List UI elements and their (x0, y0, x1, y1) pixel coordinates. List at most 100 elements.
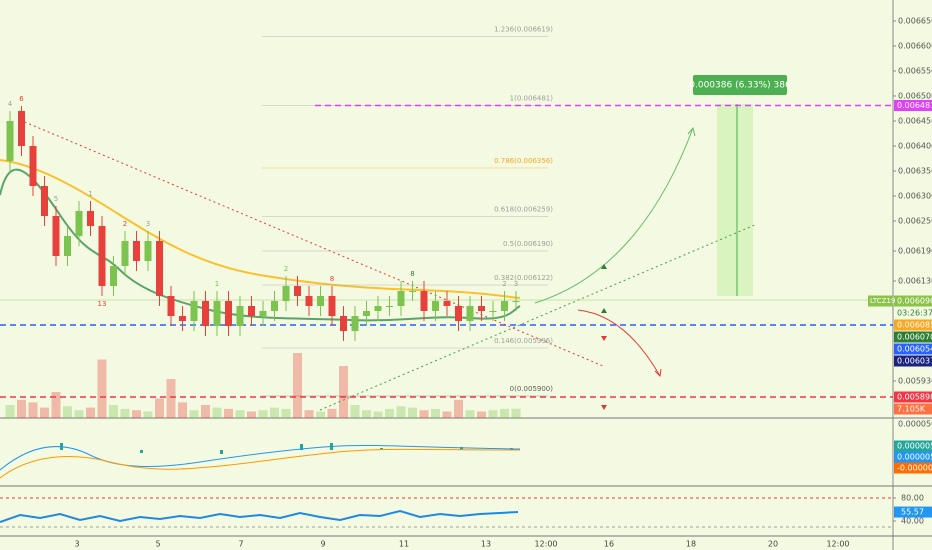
candle-body (133, 241, 140, 261)
candle-body (432, 301, 439, 311)
candle-body (294, 286, 301, 296)
candle-body (156, 241, 163, 296)
candle-body (6, 121, 14, 161)
macd-tag (894, 440, 932, 452)
candle-body (386, 306, 393, 307)
candle-body (420, 291, 428, 311)
volume-bar (201, 405, 210, 418)
candle-body (225, 301, 232, 326)
x-tick-label: 18 (686, 540, 696, 549)
price-tag (894, 295, 932, 307)
price-tag-label: 0.006070 (897, 333, 932, 342)
rsi-tick-label: 80.00 (901, 494, 924, 503)
projection-arrow (534, 127, 694, 304)
x-tick-label: 9 (320, 540, 325, 549)
candle-body (179, 316, 186, 321)
candle-body (29, 146, 37, 186)
volume-bar (74, 410, 84, 418)
candle-body (501, 301, 508, 311)
volume-bar (419, 410, 429, 418)
price-tag-label: 0.006481 (897, 101, 932, 110)
candle-body (443, 301, 451, 306)
candle-body (75, 211, 83, 236)
rsi-tick-label: 40.00 (901, 517, 924, 526)
macd-tag (894, 451, 932, 463)
td-count: 2 (502, 280, 506, 288)
volume-bar (316, 411, 325, 418)
fib-label: 0.382(0.006122) (494, 274, 553, 282)
candle-body (18, 111, 25, 146)
x-tick-label: 5 (155, 540, 160, 549)
volume-bar (373, 411, 383, 418)
volume-bar (362, 410, 371, 418)
trend-line (19, 119, 604, 367)
candle-body (397, 291, 405, 306)
volume-bar (293, 353, 302, 418)
ema-slow (0, 159, 521, 299)
volume-bar (431, 408, 440, 418)
measure-label-box (693, 75, 787, 95)
projection-arrow (577, 309, 661, 377)
candle-body (455, 306, 462, 321)
signal-up (601, 264, 607, 313)
candle-body (202, 301, 209, 326)
rsi-tag-label: 55.57 (901, 508, 924, 517)
volume-bar (109, 405, 118, 418)
td-count: 6 (19, 95, 24, 103)
x-tick-label: 13 (481, 540, 491, 549)
td-count: 1 (88, 190, 92, 198)
macd-histogram (60, 443, 513, 454)
fib-label: 0.786(0.006356) (494, 157, 553, 165)
volume-bar (408, 407, 417, 418)
volume-bar (28, 402, 38, 418)
candle-body (282, 286, 290, 301)
candle-body (259, 311, 267, 316)
arrow-head (687, 126, 696, 137)
volume-bar (132, 410, 141, 418)
measure-label: 0.000386 (6.33%) 386 (689, 81, 791, 91)
price-tag-label: 0.006090 (897, 297, 932, 306)
candle-body (41, 186, 48, 216)
x-tick-label: 7 (238, 540, 243, 549)
volume-bar (396, 406, 406, 418)
candle-body (512, 301, 520, 302)
volume-bar (235, 410, 245, 418)
macd-tag (894, 462, 932, 474)
y-tick-label: 0.006190 (898, 247, 932, 256)
candle-body (167, 296, 175, 316)
price-tag-label: 0.005898 (897, 393, 932, 402)
volume-bar (385, 408, 394, 418)
candle-body (409, 291, 416, 292)
volume-bar (511, 408, 521, 418)
volume-bar (454, 399, 463, 418)
fib-label: 1(0.006481) (510, 95, 554, 103)
candle-body (87, 211, 94, 226)
volume-bar (442, 411, 452, 418)
volume-bar (143, 411, 153, 418)
volume-bar (247, 411, 256, 418)
volume-bar (270, 407, 279, 418)
volume-bar (465, 410, 475, 418)
price-tag (894, 100, 932, 111)
price-tag-label: 0.006085 (897, 321, 932, 330)
volume-bar (339, 366, 348, 418)
volume-bar (120, 408, 130, 418)
x-tick-label: 16 (604, 540, 614, 549)
candle-body (236, 306, 244, 326)
td-count: 2 (123, 220, 127, 228)
volume-bar (350, 405, 360, 418)
td-count: 4 (8, 100, 13, 108)
td-count: 5 (54, 195, 58, 203)
fib-label: 0.146(0.005996) (494, 337, 553, 345)
volume-bar (17, 399, 26, 418)
td-count: 8 (410, 270, 414, 278)
candle-body (466, 306, 474, 321)
volume-bar (224, 408, 233, 418)
volume-tag (894, 403, 932, 415)
symbol-tag (868, 295, 893, 307)
